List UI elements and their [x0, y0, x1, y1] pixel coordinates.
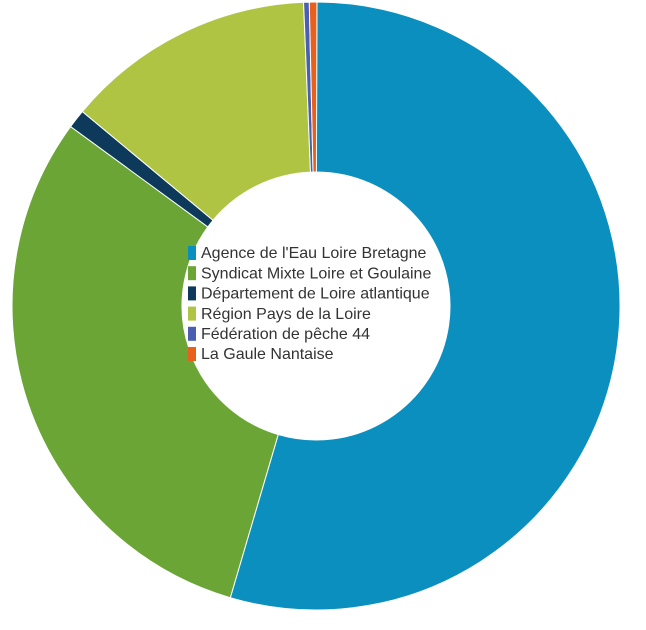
donut-slice: [81, 1, 312, 221]
legend-swatch: [188, 306, 196, 321]
legend-label: Département de Loire atlantique: [201, 286, 430, 303]
legend-swatch: [188, 326, 196, 341]
legend-swatch: [188, 347, 196, 361]
legend-swatch: [188, 266, 196, 281]
donut-slice: [11, 125, 279, 599]
legend-swatch: [188, 286, 196, 301]
legend-label: Agence de l'Eau Loire Bretagne: [201, 245, 427, 262]
legend-swatch: [188, 246, 196, 260]
donut-slice: [229, 1, 621, 611]
legend-label: Fédération de pêche 44: [201, 326, 370, 343]
legend-label: La Gaule Nantaise: [201, 346, 334, 363]
legend-label: Syndicat Mixte Loire et Goulaine: [201, 265, 431, 282]
legend-label: Région Pays de la Loire: [201, 306, 371, 323]
donut-slice: [308, 1, 318, 173]
